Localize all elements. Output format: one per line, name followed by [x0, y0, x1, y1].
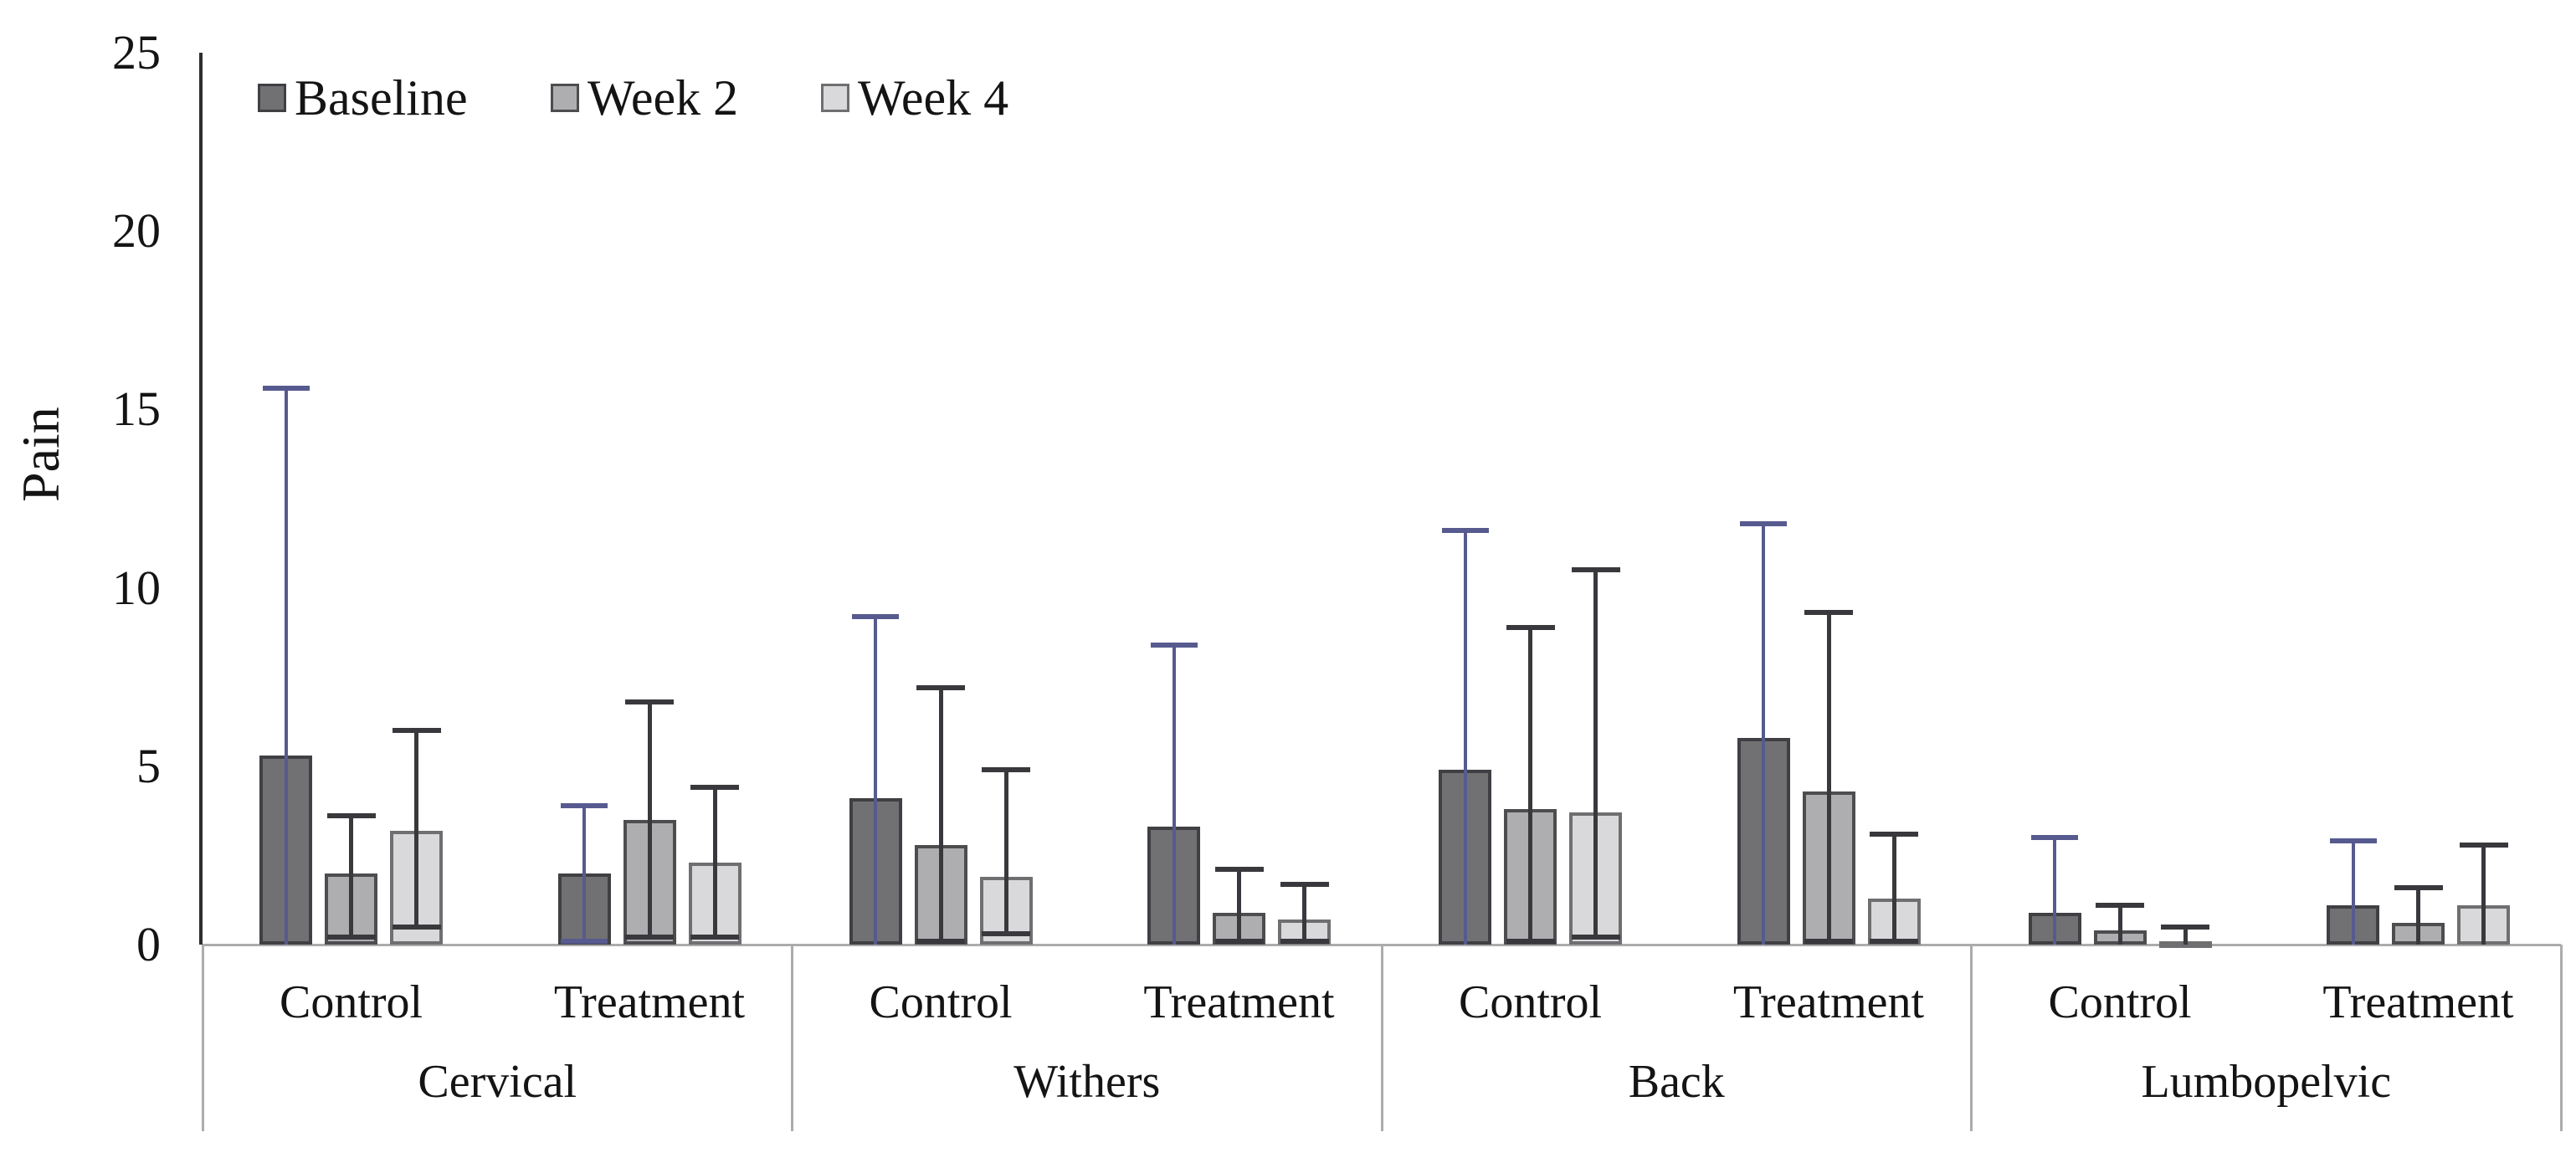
cluster-label-back-control: Control: [1458, 976, 1603, 1028]
legend-label: Week 2: [588, 70, 739, 126]
error-bar-cervical-control-week4-line: [414, 730, 419, 927]
y-tick-label: 5: [136, 738, 161, 793]
cluster-label-withers-control: Control: [869, 976, 1013, 1028]
error-bar-withers-treatment-baseline-cap-top: [1150, 642, 1198, 648]
y-axis-line: [199, 53, 203, 945]
cluster-label-lumbopelvic-control: Control: [2048, 976, 2192, 1028]
error-bar-cervical-treatment-week2-line: [647, 702, 652, 938]
error-bar-back-control-week2-cap-bottom: [1506, 938, 1555, 944]
error-bar-withers-treatment-week4-line: [1302, 884, 1306, 941]
error-bar-withers-control-week4-cap-top: [982, 767, 1031, 773]
error-bar-back-control-week2-line: [1528, 627, 1533, 941]
error-bar-withers-control-week2-cap-bottom: [916, 938, 966, 944]
error-bar-back-treatment-week4-line: [1891, 833, 1896, 941]
legend-label: Week 4: [858, 70, 1009, 126]
cluster-label-back-treatment: Treatment: [1732, 976, 1925, 1028]
y-tick-label: 25: [112, 25, 161, 79]
error-bar-lumbopelvic-treatment-week2-cap-top: [2394, 884, 2443, 890]
error-bar-lumbopelvic-treatment-week4-line: [2481, 844, 2486, 945]
error-bar-back-control-week2-cap-top: [1506, 624, 1555, 630]
y-tick-label: 20: [112, 203, 161, 259]
y-tick-label: 15: [112, 382, 161, 437]
error-bar-back-treatment-week2-cap-top: [1804, 610, 1853, 616]
error-bar-cervical-control-week4-cap-top: [392, 728, 441, 734]
error-bar-cervical-control-week2-cap-top: [326, 813, 376, 819]
legend-label: Baseline: [295, 70, 468, 126]
error-bar-cervical-treatment-week2-cap-bottom: [625, 935, 674, 940]
error-bar-lumbopelvic-control-week4-line: [2183, 926, 2188, 945]
region-divider: [1970, 945, 1973, 1131]
error-bar-withers-control-week2-line: [938, 687, 943, 941]
error-bar-cervical-treatment-week4-cap-bottom: [690, 935, 739, 940]
region-divider: [2559, 945, 2563, 1131]
region-divider: [201, 945, 204, 1131]
error-bar-back-treatment-baseline-cap-top: [1740, 520, 1787, 526]
error-bar-lumbopelvic-control-week4-cap-top: [2161, 924, 2210, 930]
error-bar-withers-treatment-week4-cap-bottom: [1280, 938, 1329, 944]
error-bar-cervical-control-baseline-cap-top: [262, 385, 310, 391]
region-label-cervical: Cervical: [418, 1056, 577, 1108]
error-bar-back-treatment-baseline-line: [1762, 523, 1765, 945]
legend-swatch-icon: [551, 84, 579, 112]
error-bar-withers-treatment-week4-cap-top: [1280, 881, 1329, 887]
error-bar-back-treatment-week2-line: [1826, 612, 1831, 941]
cluster-label-withers-treatment: Treatment: [1143, 976, 1335, 1028]
error-bar-back-control-week4-cap-bottom: [1571, 935, 1620, 940]
region-label-lumbopelvic: Lumbopelvic: [2141, 1056, 2392, 1108]
error-bar-back-control-week4-cap-top: [1571, 567, 1620, 573]
error-bar-withers-control-baseline-cap-top: [852, 613, 900, 619]
error-bar-cervical-treatment-week4-line: [712, 787, 717, 938]
legend-swatch-icon: [258, 84, 286, 112]
error-bar-cervical-control-week2-line: [349, 816, 354, 938]
error-bar-lumbopelvic-treatment-baseline-line: [2351, 841, 2355, 945]
error-bar-cervical-control-week4-cap-bottom: [392, 924, 441, 930]
error-bar-back-treatment-week2-cap-bottom: [1804, 938, 1853, 944]
region-label-withers: Withers: [1013, 1056, 1161, 1108]
error-bar-withers-treatment-week2-cap-bottom: [1214, 938, 1264, 944]
region-divider: [1380, 945, 1383, 1131]
error-bar-lumbopelvic-control-baseline-cap-top: [2031, 835, 2079, 841]
error-bar-cervical-treatment-week2-cap-top: [625, 699, 674, 705]
region-label-back: Back: [1628, 1056, 1725, 1108]
error-bar-cervical-treatment-week4-cap-top: [690, 785, 739, 791]
error-bar-cervical-treatment-baseline-cap-top: [561, 802, 608, 808]
error-bar-back-control-baseline-line: [1463, 530, 1467, 945]
cluster-label-cervical-control: Control: [279, 976, 423, 1028]
error-bar-cervical-control-baseline-line: [284, 387, 288, 945]
error-bar-cervical-control-week2-cap-bottom: [326, 935, 376, 940]
error-bar-withers-treatment-week2-line: [1237, 869, 1241, 941]
error-bar-cervical-treatment-baseline-cap-bottom: [561, 938, 608, 944]
error-bar-lumbopelvic-treatment-week2-line: [2416, 887, 2420, 945]
error-bar-lumbopelvic-control-week2-cap-top: [2096, 903, 2145, 909]
error-bar-lumbopelvic-treatment-baseline-cap-top: [2329, 838, 2377, 844]
y-tick-label: 0: [136, 917, 161, 971]
error-bar-withers-control-week4-cap-bottom: [982, 931, 1031, 937]
cluster-label-cervical-treatment: Treatment: [553, 976, 746, 1028]
error-bar-back-treatment-week4-cap-bottom: [1870, 938, 1918, 944]
error-bar-withers-treatment-baseline-line: [1172, 644, 1176, 945]
error-bar-cervical-treatment-baseline-line: [582, 805, 586, 941]
y-tick-label: 10: [112, 560, 161, 615]
error-bar-lumbopelvic-treatment-week4-cap-top: [2459, 842, 2508, 848]
error-bar-back-control-baseline-cap-top: [1441, 528, 1489, 534]
error-bar-back-control-week4-line: [1593, 570, 1598, 938]
error-bar-withers-control-week2-cap-top: [916, 684, 966, 690]
error-bar-lumbopelvic-control-week2-line: [2117, 905, 2122, 945]
region-divider: [791, 945, 793, 1131]
error-bar-lumbopelvic-control-baseline-line: [2053, 838, 2057, 945]
error-bar-withers-control-week4-line: [1003, 770, 1008, 935]
error-bar-withers-treatment-week2-cap-top: [1214, 867, 1264, 873]
error-bar-back-treatment-week4-cap-top: [1870, 831, 1918, 837]
error-bar-withers-control-baseline-line: [874, 616, 878, 945]
cluster-label-lumbopelvic-treatment: Treatment: [2322, 976, 2514, 1028]
legend-swatch-icon: [821, 84, 849, 112]
